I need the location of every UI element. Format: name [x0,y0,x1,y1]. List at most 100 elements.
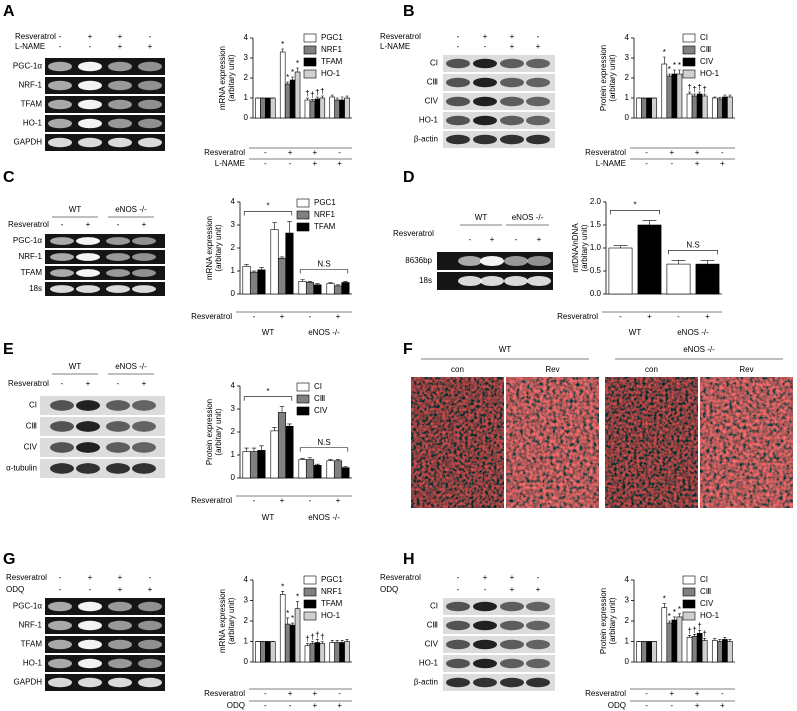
gel-strip [40,396,165,415]
gel-band [504,255,528,267]
bar [701,95,708,119]
significance-marker: † [687,83,691,92]
gel-band [138,118,162,129]
bar [257,269,266,295]
y-tick-label: 2 [244,616,249,625]
treatment-label: ODQ [380,585,398,594]
bar [608,247,633,295]
image-label: Rev [739,365,753,374]
gel-band [78,677,102,688]
error-bar [286,617,290,625]
treatment-sign: + [695,689,700,698]
treatment-sign: - [264,148,267,157]
image-group-label: eNOS -/- [683,345,715,354]
error-bar [667,73,671,76]
error-bar [345,639,349,642]
gel-band [48,99,72,110]
bar [339,99,345,119]
treatment-sign: + [313,148,318,157]
gel-strip [443,93,555,110]
bar [265,97,271,119]
bar [313,284,322,295]
gel-row-label: CⅢ [427,621,438,630]
bar [249,271,259,295]
error-bar [310,641,314,644]
significance-marker: † [305,89,309,98]
gel-band [108,658,132,669]
significance-marker: * [673,61,676,70]
gel-band [526,658,550,669]
gel-row-label: CI [430,59,438,68]
group-label: WT [262,513,275,522]
bracket-label: * [266,387,269,396]
bar [284,623,291,663]
legend-label: CI [700,575,708,584]
gel-band [446,601,470,612]
gel-band [78,601,102,612]
gel-band [50,237,74,245]
bar [319,97,326,119]
gel-band [50,253,74,261]
y-axis-label: (arbitary unit) [227,54,236,101]
treatment-sign: + [536,585,541,594]
gel-band [527,275,551,287]
bar [696,93,703,119]
bar [646,97,652,119]
bar [691,95,698,119]
legend-swatch [303,611,317,621]
legend-swatch [682,587,696,597]
error-bar [287,423,292,427]
gel-band [473,96,497,107]
treatment-sign: - [645,689,648,698]
error-bar [281,48,285,52]
gel-band [138,137,162,148]
treatment-sign: + [118,573,123,582]
gel-band [473,134,497,145]
gel-band [78,639,102,650]
treatment-sign: + [148,42,153,51]
gel-band [500,96,524,107]
gel-band [526,58,550,69]
significance-marker: * [673,608,676,617]
gel-band [108,639,132,650]
bar [260,97,266,119]
bar [279,51,286,119]
error-bar [244,264,249,267]
gel-band [106,253,130,261]
gel-band [473,620,497,631]
bar [242,451,251,479]
gel-row-label: α-tubulin [6,464,37,473]
treatment-sign: - [645,701,648,710]
gel-row-label: HO-1 [419,659,439,668]
gel-strip [45,282,165,296]
significance-marker: * [296,593,299,602]
error-bar [251,270,257,273]
gel-strip [45,674,165,691]
y-axis-label: mRNA expression [218,46,227,110]
significance-marker: † [702,85,706,94]
gel-band [132,421,156,432]
gel-band [48,620,72,631]
gel-band [108,137,132,148]
bar [333,460,343,479]
gel-band [526,77,550,88]
treatment-sign: - [253,312,256,321]
gel-band [76,237,100,245]
gel-band [78,620,102,631]
micrograph [411,377,504,508]
y-tick-label: 0 [625,113,630,122]
gel-strip [443,131,555,148]
legend-swatch [682,611,696,621]
gel-band [48,601,72,612]
gel-strip [45,96,165,113]
error-bar [698,91,702,94]
gel-band [78,80,102,91]
image-label: Rev [545,365,559,374]
bar [298,459,307,479]
bar [334,99,340,119]
gel-band [106,400,130,411]
error-bar [340,640,344,643]
gel-band [446,58,470,69]
error-bar [244,447,249,452]
legend-label: NRF1 [321,587,342,596]
